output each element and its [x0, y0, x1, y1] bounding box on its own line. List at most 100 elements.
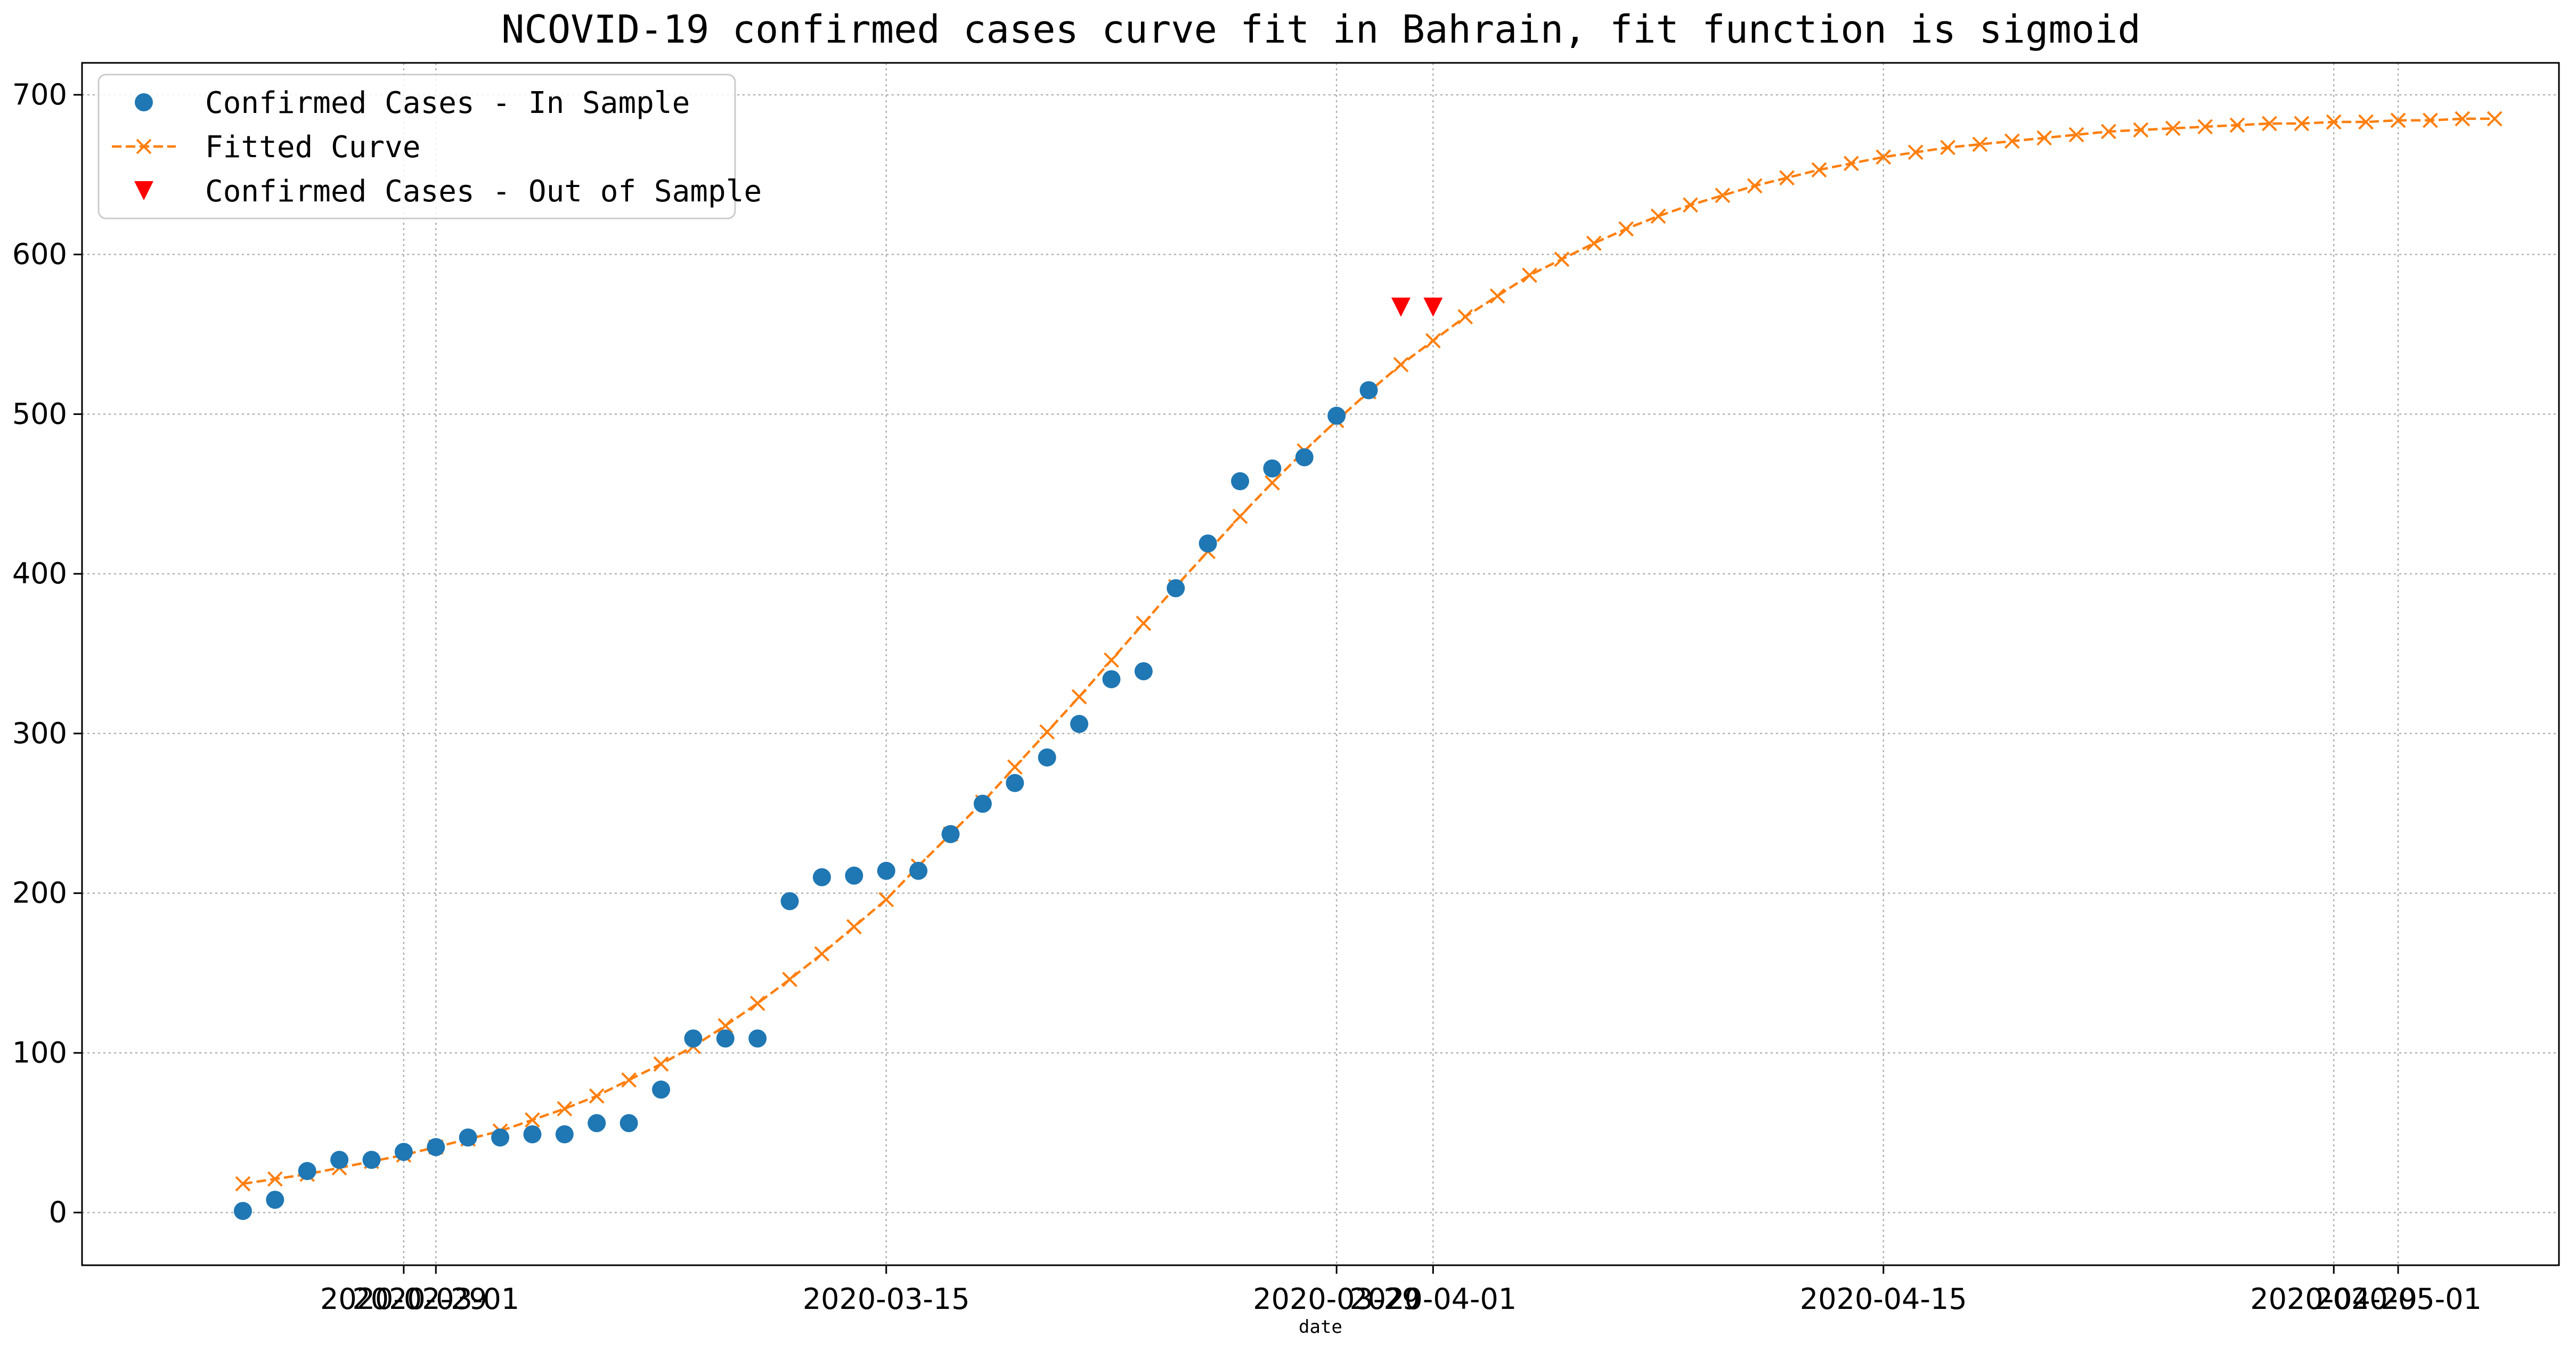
- fitted-point: [1393, 357, 1409, 372]
- fitted-point: [2165, 120, 2181, 136]
- y-tick-label: 200: [12, 876, 67, 910]
- in-sample-point: [1070, 714, 1089, 733]
- in-sample-point: [588, 1114, 606, 1133]
- legend-box: [97, 74, 736, 219]
- in-sample-point: [1359, 381, 1378, 400]
- legend: Confirmed Cases - In Sample Fitted Curve C…: [97, 74, 762, 219]
- fitted-point: [2390, 112, 2406, 128]
- fitted-point: [1104, 652, 1119, 668]
- x-tick-label: 2020-03-15: [803, 1282, 970, 1316]
- fitted-point: [1844, 156, 1859, 172]
- x-tick-label: 2020-04-29: [2250, 1282, 2417, 1316]
- in-sample-point: [941, 825, 960, 843]
- in-sample-point: [1263, 459, 1282, 478]
- fitted-point: [2294, 116, 2310, 132]
- in-sample-point: [1295, 448, 1314, 467]
- in-sample-point: [812, 868, 831, 886]
- fitted-point: [1811, 162, 1827, 178]
- fitted-point: [653, 1056, 669, 1072]
- y-tick-label: 300: [12, 717, 67, 750]
- fitted-point: [2423, 112, 2438, 128]
- in-sample-point: [1134, 662, 1153, 680]
- in-sample-point: [362, 1151, 381, 1169]
- in-sample-point: [491, 1128, 510, 1147]
- fitted-point: [749, 996, 765, 1011]
- plot-frame: [81, 62, 2560, 1266]
- in-sample-point: [1006, 774, 1024, 792]
- fitted-point: [2036, 130, 2052, 146]
- in-sample-point: [1327, 406, 1346, 425]
- data-markers: [233, 111, 2502, 1220]
- fitted-point: [1522, 267, 1537, 283]
- fitted-point: [1779, 170, 1795, 186]
- legend-label: Fitted Curve: [205, 130, 421, 165]
- x-tick-label: 2020-02-29: [320, 1282, 487, 1316]
- fitted-point: [2487, 111, 2502, 127]
- in-sample-point: [330, 1151, 349, 1169]
- fitted-point: [2229, 117, 2245, 133]
- in-sample-point: [298, 1162, 316, 1181]
- in-sample-point: [1231, 472, 1250, 491]
- fitted-point: [878, 892, 894, 908]
- in-sample-point: [619, 1114, 638, 1133]
- fitted-point: [846, 919, 862, 934]
- in-sample-point: [909, 861, 928, 880]
- in-sample-point: [1102, 670, 1121, 688]
- y-tick-label: 700: [12, 78, 67, 111]
- y-tick-label: 500: [12, 397, 67, 430]
- in-sample-point: [394, 1143, 413, 1161]
- fitted-point: [1747, 178, 1763, 194]
- fitted-point: [1136, 615, 1152, 631]
- fitted-point: [1618, 221, 1634, 237]
- fitted-point: [1489, 288, 1505, 304]
- out-of-sample-point: [1423, 297, 1443, 317]
- in-sample-point: [877, 861, 895, 880]
- in-sample-point: [973, 794, 992, 813]
- fitted-point: [1554, 251, 1570, 267]
- y-tick-label: 0: [49, 1195, 67, 1229]
- x-tick-label: 2020-03-29: [1253, 1282, 1420, 1316]
- fitted-point: [1940, 140, 1956, 156]
- fitted-point: [2262, 116, 2277, 132]
- chart-title: NCOVID-19 confirmed cases curve fit in B…: [501, 7, 2141, 52]
- fitted-point: [814, 946, 830, 962]
- in-sample-point: [233, 1202, 252, 1220]
- fitted-point: [557, 1101, 573, 1117]
- fitted-point: [2326, 114, 2342, 130]
- fitted-point: [1457, 309, 1473, 324]
- in-sample-point: [780, 892, 799, 910]
- legend-fitted-x-icon: [136, 139, 152, 154]
- in-sample-point: [684, 1029, 703, 1048]
- fitted-point: [1715, 188, 1731, 204]
- fitted-point: [1232, 508, 1248, 524]
- fitted-point: [1683, 197, 1698, 213]
- fitted-point: [2133, 122, 2149, 138]
- out-of-sample-point: [1391, 297, 1411, 317]
- fitted-point: [525, 1112, 540, 1128]
- fitted-point: [1972, 136, 1988, 152]
- fitted-point: [1071, 689, 1087, 705]
- y-tick-label: 400: [12, 557, 67, 590]
- legend-label: Confirmed Cases - In Sample: [205, 86, 690, 120]
- fitted-point: [2068, 127, 2084, 143]
- x-axis-label: date: [1299, 1316, 1342, 1338]
- x-tick-label: 2020-04-01: [1349, 1282, 1517, 1316]
- in-sample-point: [652, 1080, 671, 1099]
- grid: [82, 63, 2559, 1265]
- fitted-point: [589, 1088, 605, 1104]
- x-tick-label: 2020-05-01: [2314, 1282, 2482, 1316]
- in-sample-point: [1167, 579, 1185, 598]
- fitted-point: [1425, 333, 1441, 348]
- y-tick-label: 100: [12, 1036, 67, 1069]
- in-sample-point: [266, 1191, 284, 1209]
- fitted-point: [1876, 149, 1892, 165]
- fitted-point: [1265, 475, 1280, 491]
- fitted-point: [2004, 133, 2020, 149]
- fitted-point: [1007, 759, 1023, 775]
- in-sample-point: [748, 1029, 767, 1048]
- in-sample-point: [716, 1029, 735, 1048]
- in-sample-point: [1199, 534, 1217, 553]
- x-tick-label: 2020-03-01: [352, 1282, 519, 1316]
